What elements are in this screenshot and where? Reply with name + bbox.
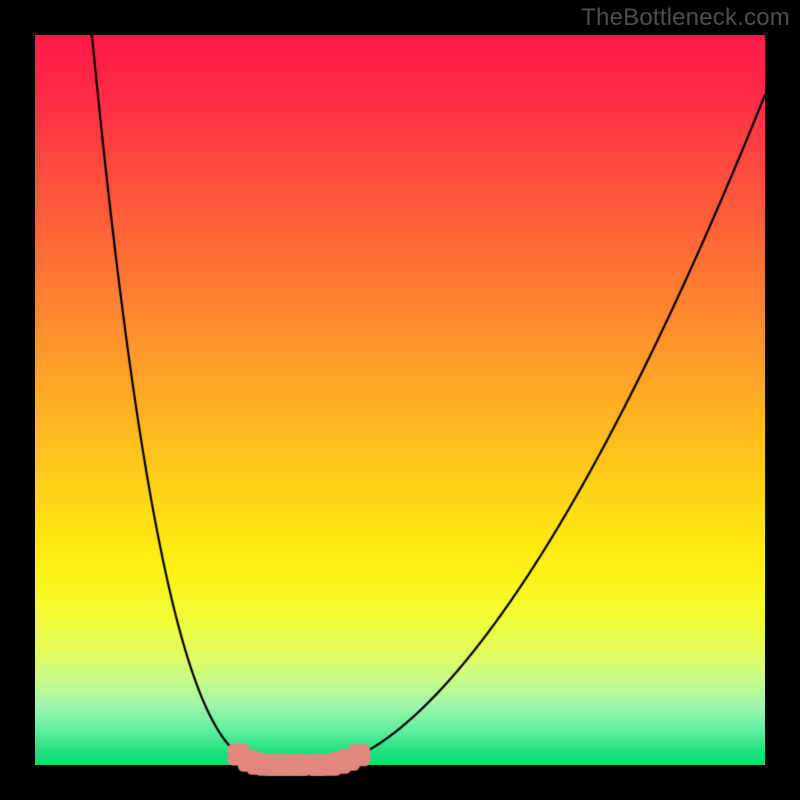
chart-stage: TheBottleneck.com [0, 0, 800, 800]
curve-canvas [0, 0, 800, 800]
watermark-text: TheBottleneck.com [581, 4, 790, 32]
